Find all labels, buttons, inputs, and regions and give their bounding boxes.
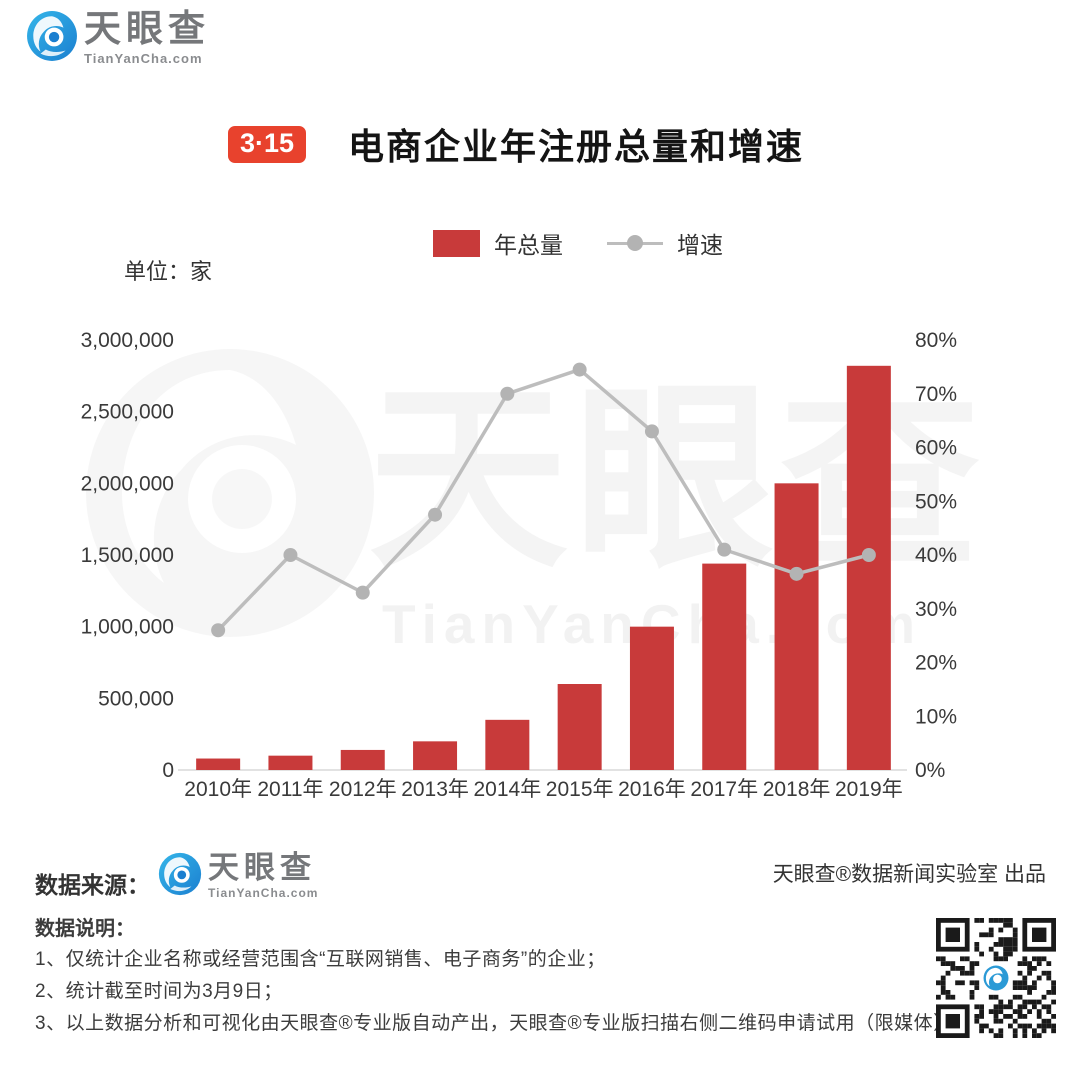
footer-logo: 天眼查 TianYanCha.com [158,850,319,901]
page-title: 电商企业年注册总量和增速 [348,126,805,167]
svg-text:10%: 10% [915,705,957,728]
svg-text:2014年: 2014年 [473,778,541,801]
315-badge: 3·15 [228,125,307,163]
svg-text:2017年: 2017年 [690,778,758,801]
title-row: 3·15 电商企业年注册总量和增速 [228,118,804,170]
svg-text:2012年: 2012年 [329,778,397,801]
legend-bar-swatch [433,229,480,257]
note-1: 1、仅统计企业名称或经营范围含“互联网销售、电子商务”的企业； [35,949,606,970]
svg-text:50%: 50% [915,490,957,513]
logo-subtext: TianYanCha.com [84,50,203,66]
svg-text:2010年: 2010年 [184,778,252,801]
svg-text:1,000,000: 1,000,000 [81,616,174,639]
footer-logo-text: 天眼查 [208,850,316,885]
svg-text:40%: 40% [915,544,957,567]
svg-text:70%: 70% [915,383,957,406]
svg-text:0: 0 [162,759,174,782]
footer-logo-icon [158,852,202,901]
svg-text:60%: 60% [915,437,957,460]
svg-text:2011年: 2011年 [257,778,323,801]
chart-legend: 年总量 增速 [433,226,723,260]
tianyancha-logo: 天眼查 TianYanCha.com [26,8,210,67]
svg-text:2015年: 2015年 [546,778,614,801]
svg-text:2019年: 2019年 [835,778,903,801]
note-3: 3、以上数据分析和可视化由天眼查®专业版自动产出，天眼查®专业版扫描右侧二维码申… [35,1013,963,1034]
svg-text:500,000: 500,000 [98,687,174,710]
svg-text:2,000,000: 2,000,000 [81,472,174,495]
source-label: 数据来源： [35,872,150,898]
legend-bar-label: 年总量 [494,232,563,258]
note-2: 2、统计截至时间为3月9日； [35,981,283,1002]
credit-text: 天眼查®数据新闻实验室 出品 [772,863,1046,886]
qr-code [936,918,1056,1038]
tianyancha-logo-icon [26,10,78,67]
svg-text:1,500,000: 1,500,000 [81,544,174,567]
svg-text:2013年: 2013年 [401,778,469,801]
svg-text:30%: 30% [915,598,957,621]
legend-line-icon [607,230,663,257]
unit-label: 单位：家 [124,259,213,284]
svg-text:0%: 0% [915,759,945,782]
svg-text:3,000,000: 3,000,000 [81,329,174,352]
footer-logo-subtext: TianYanCha.com [208,885,319,900]
svg-text:20%: 20% [915,652,957,675]
legend-line-label: 增速 [677,232,723,258]
svg-text:2018年: 2018年 [763,778,831,801]
svg-text:2,500,000: 2,500,000 [81,401,174,424]
logo-text: 天眼查 [84,8,210,49]
notes-title: 数据说明： [35,918,135,940]
svg-text:2016年: 2016年 [618,778,686,801]
source-row: 数据来源： 天眼查 TianYanCha.com [35,850,319,901]
bar-line-chart: 0 500,000 1,000,000 1,500,000 2,000,000 2,500… [81,329,957,801]
svg-text:80%: 80% [915,329,957,352]
